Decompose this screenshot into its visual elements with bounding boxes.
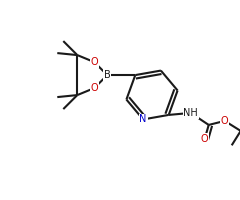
Text: NH: NH [183,108,198,118]
Text: B: B [104,70,111,80]
Text: O: O [201,134,209,144]
Text: O: O [221,116,228,126]
Text: N: N [139,114,147,124]
Text: O: O [90,57,98,67]
Text: O: O [90,83,98,93]
